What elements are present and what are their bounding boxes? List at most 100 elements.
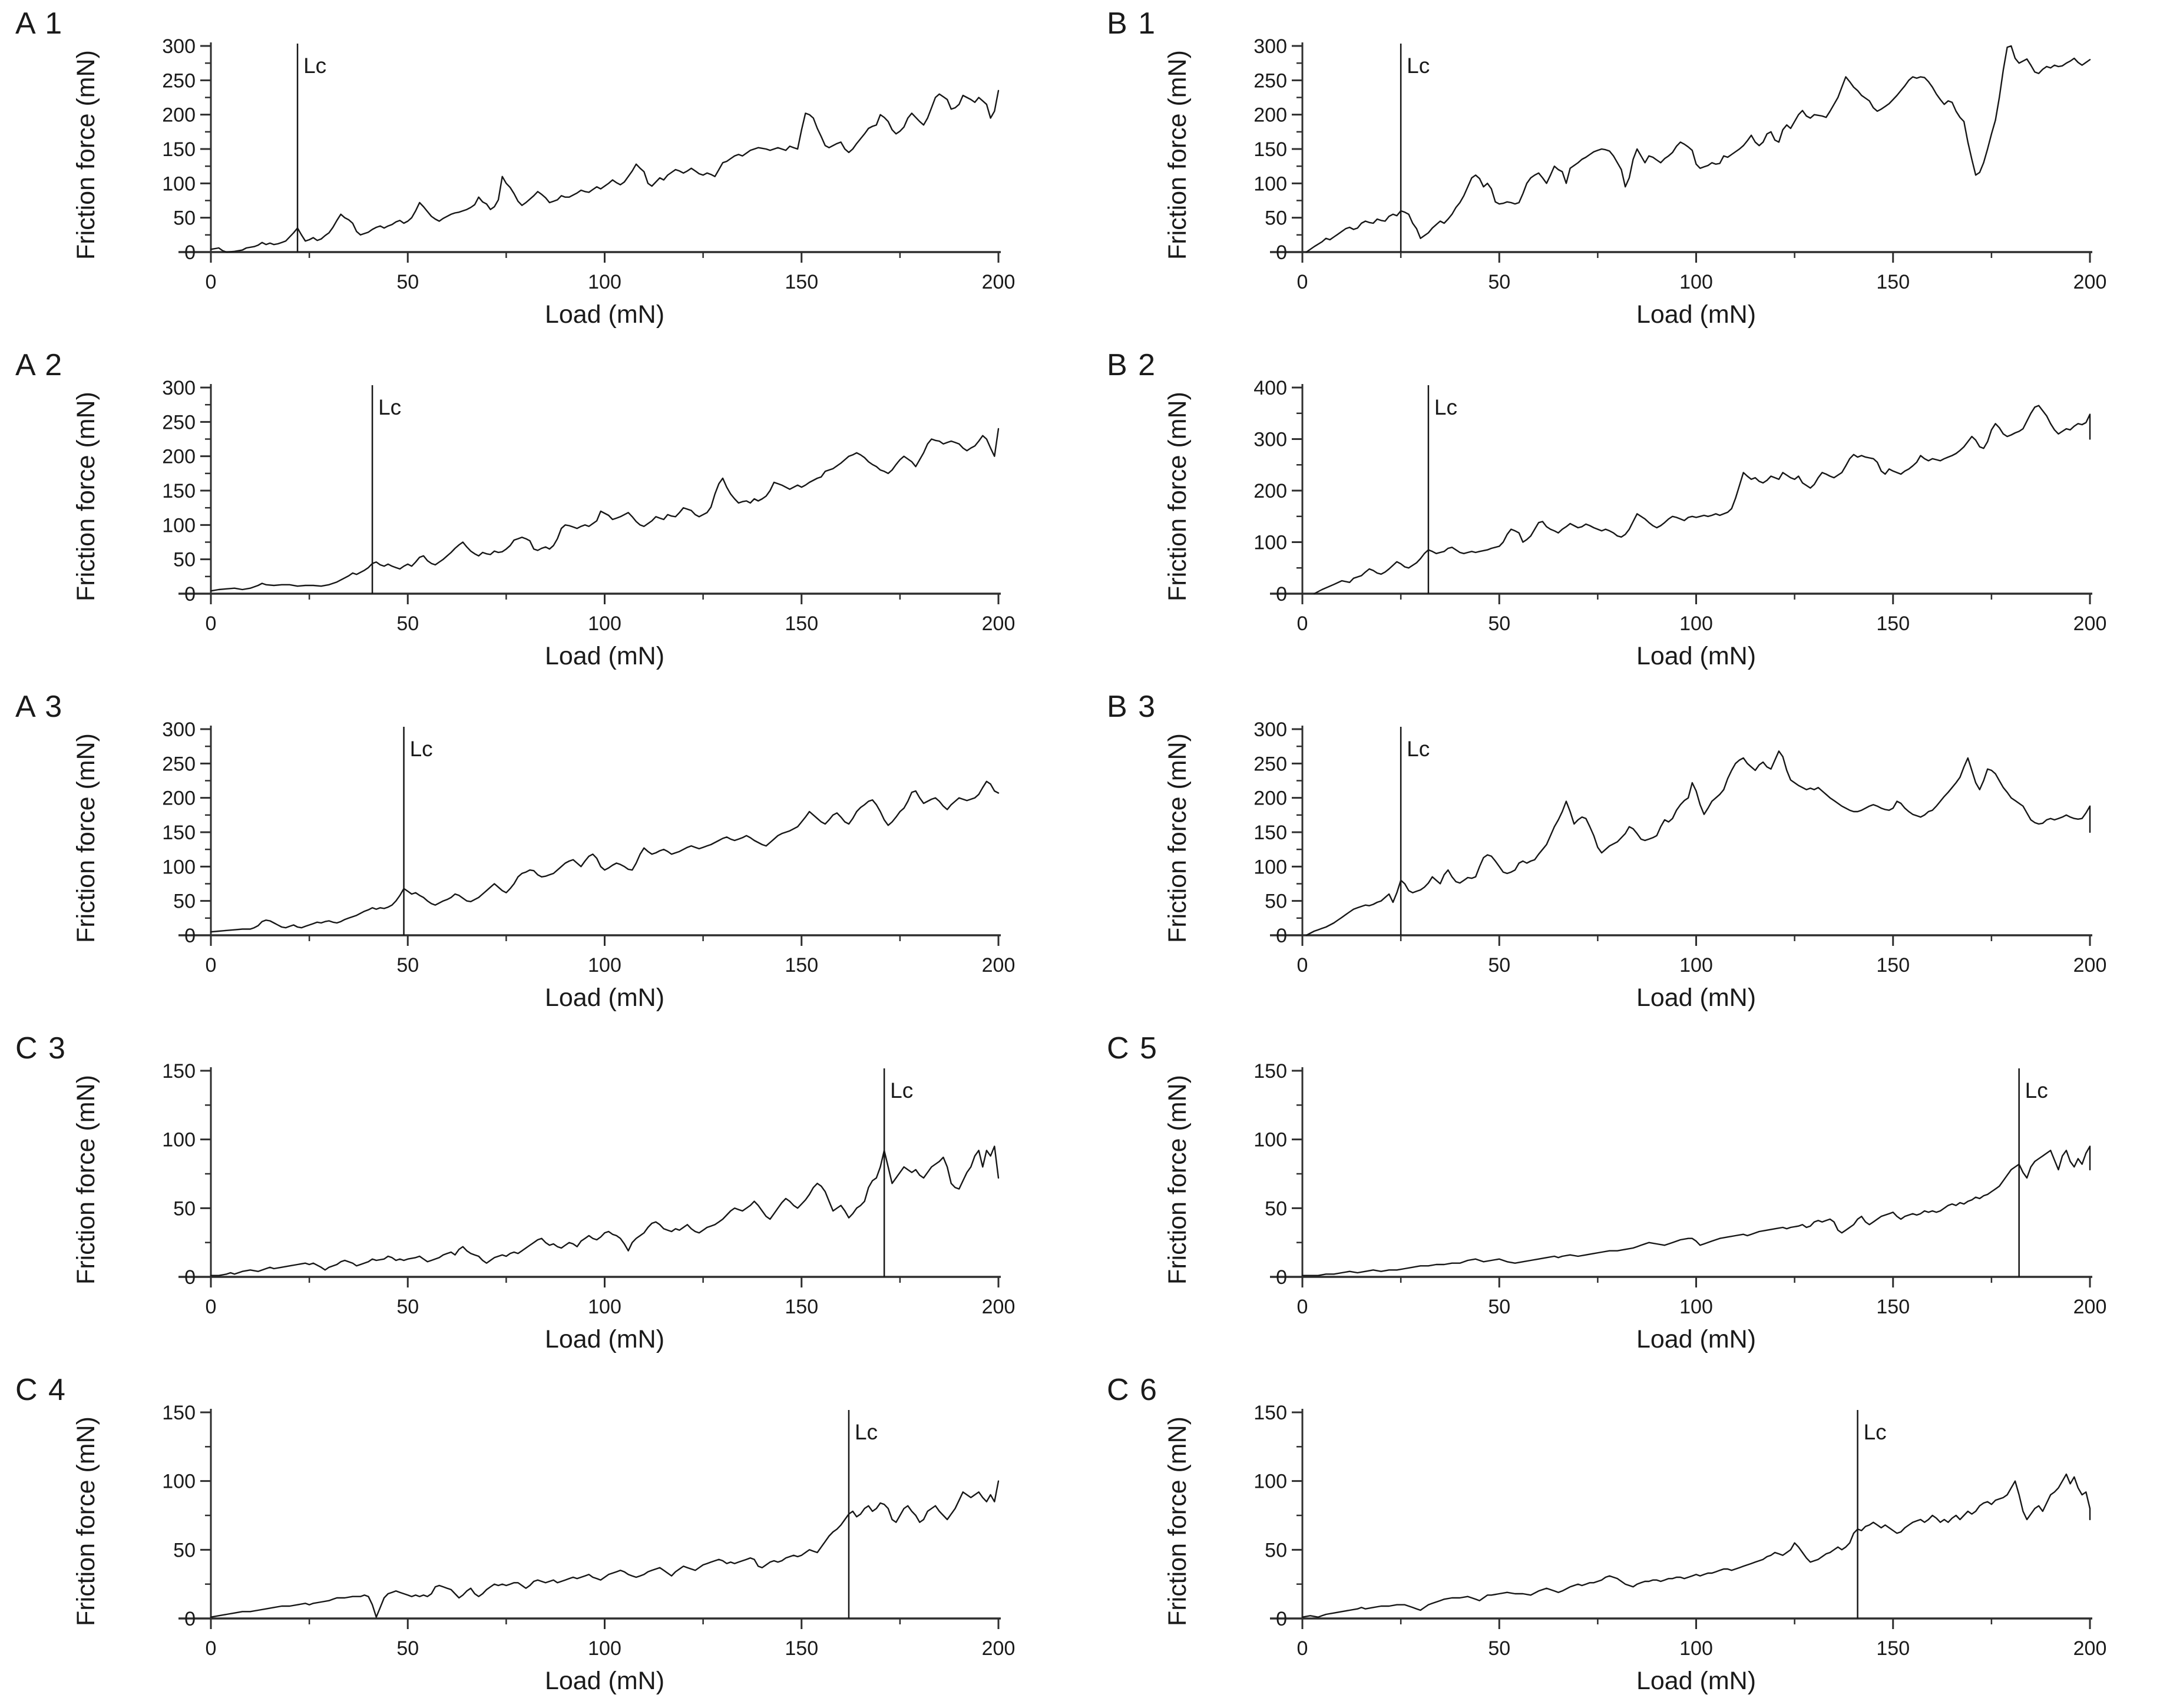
y-tick-label: 150 xyxy=(1253,1060,1287,1083)
y-tick-label: 100 xyxy=(162,514,196,537)
x-tick-label: 150 xyxy=(1876,271,1910,293)
y-tick-label: 50 xyxy=(173,207,196,230)
y-axis-label: Friction force (mN) xyxy=(1163,50,1192,260)
panel-A2: A 2 0 50 100 150 200 250 300 0 50 100 150 200 Load (… xyxy=(0,342,1092,683)
friction-curve xyxy=(1301,1146,2091,1276)
friction-curve xyxy=(1305,45,2091,253)
y-tick-label: 250 xyxy=(162,69,196,92)
friction-curve xyxy=(1305,750,2091,936)
y-tick-label: 200 xyxy=(162,104,196,127)
y-tick-label: 100 xyxy=(162,856,196,878)
lc-label: Lc xyxy=(2025,1078,2048,1103)
x-tick-label: 150 xyxy=(785,271,818,293)
panel-C5: C 5 0 50 100 150 0 50 100 150 200 Load (mN) Fricti… xyxy=(1092,1025,2183,1366)
x-tick-label: 100 xyxy=(1679,1296,1713,1318)
y-tick-label: 250 xyxy=(1253,69,1287,92)
y-tick-label: 100 xyxy=(162,1471,196,1493)
panel-label-A3: A 3 xyxy=(15,690,64,724)
y-tick-label: 0 xyxy=(1276,1608,1287,1630)
x-tick-label: 50 xyxy=(1488,1296,1510,1318)
x-tick-label: 100 xyxy=(588,271,621,293)
x-tick-label: 0 xyxy=(1297,1637,1308,1660)
friction-curve xyxy=(210,1480,1000,1618)
y-tick-label: 50 xyxy=(173,1197,196,1220)
y-tick-label: 200 xyxy=(162,787,196,810)
y-axis-label: Friction force (mN) xyxy=(72,392,100,601)
y-tick-label: 150 xyxy=(1253,1402,1287,1424)
y-tick-label: 50 xyxy=(1265,1539,1287,1561)
x-tick-label: 0 xyxy=(1297,1296,1308,1318)
x-axis-label: Load (mN) xyxy=(1636,984,1756,1012)
panel-B1: B 1 0 50 100 150 200 250 300 0 50 100 150 200 Load (… xyxy=(1092,0,2183,342)
y-tick-label: 0 xyxy=(1276,583,1287,605)
x-axis-label: Load (mN) xyxy=(545,1667,664,1695)
y-tick-label: 0 xyxy=(184,1608,196,1630)
y-tick-label: 0 xyxy=(184,1266,196,1289)
y-tick-label: 300 xyxy=(162,35,196,58)
y-tick-label: 0 xyxy=(1276,241,1287,264)
y-tick-label: 150 xyxy=(1253,822,1287,844)
x-tick-label: 200 xyxy=(982,613,1016,635)
y-tick-label: 50 xyxy=(1265,891,1287,913)
y-tick-label: 50 xyxy=(173,891,196,913)
chart-A1: 0 50 100 150 200 250 300 0 50 100 150 200 Load (mN) F… xyxy=(72,35,1016,329)
y-tick-label: 300 xyxy=(1253,719,1287,741)
x-axis-label: Load (mN) xyxy=(1636,300,1756,329)
x-tick-label: 50 xyxy=(396,271,419,293)
panel-label-B3: B 3 xyxy=(1107,690,1157,724)
y-axis-label: Friction force (mN) xyxy=(72,1416,100,1626)
x-axis-label: Load (mN) xyxy=(1636,1325,1756,1353)
panel-label-C6: C 6 xyxy=(1107,1373,1158,1407)
x-tick-label: 100 xyxy=(588,1296,621,1318)
x-tick-label: 50 xyxy=(396,1296,419,1318)
x-tick-label: 0 xyxy=(1297,613,1308,635)
chart-A2: 0 50 100 150 200 250 300 0 50 100 150 200 Load (mN) F… xyxy=(72,377,1016,670)
x-axis-label: Load (mN) xyxy=(545,1325,664,1353)
y-tick-label: 300 xyxy=(1253,429,1287,451)
x-tick-label: 50 xyxy=(1488,1637,1510,1660)
panel-label-C4: C 4 xyxy=(15,1373,67,1407)
lc-label: Lc xyxy=(890,1078,913,1103)
friction-curve xyxy=(210,780,1000,933)
y-tick-label: 200 xyxy=(1253,480,1287,502)
x-tick-label: 50 xyxy=(1488,613,1510,635)
x-axis-label: Load (mN) xyxy=(545,984,664,1012)
y-tick-label: 0 xyxy=(1276,1266,1287,1289)
y-tick-label: 100 xyxy=(1253,532,1287,554)
y-tick-label: 100 xyxy=(162,173,196,195)
panel-B3: B 3 0 50 100 150 200 250 300 0 50 100 150 200 Load (… xyxy=(1092,683,2183,1025)
y-tick-label: 50 xyxy=(173,1539,196,1561)
y-axis-label: Friction force (mN) xyxy=(1163,733,1192,943)
y-tick-label: 250 xyxy=(162,753,196,775)
lc-label: Lc xyxy=(378,395,401,419)
y-axis-label: Friction force (mN) xyxy=(72,50,100,260)
friction-curve xyxy=(210,428,1000,592)
y-tick-label: 100 xyxy=(1253,856,1287,878)
chart-C6: 0 50 100 150 0 50 100 150 200 Load (mN) Friction f… xyxy=(1163,1402,2106,1695)
x-tick-label: 0 xyxy=(206,271,217,293)
x-tick-label: 200 xyxy=(982,1637,1016,1660)
x-tick-label: 150 xyxy=(1876,613,1910,635)
y-axis-label: Friction force (mN) xyxy=(1163,1416,1192,1626)
lc-label: Lc xyxy=(410,737,433,761)
lc-label: Lc xyxy=(1407,54,1430,78)
x-tick-label: 0 xyxy=(1297,954,1308,977)
y-tick-label: 400 xyxy=(1253,377,1287,399)
x-tick-label: 100 xyxy=(1679,271,1713,293)
y-tick-label: 50 xyxy=(173,549,196,571)
y-tick-label: 0 xyxy=(184,241,196,264)
x-tick-label: 200 xyxy=(982,271,1016,293)
chart-C3: 0 50 100 150 0 50 100 150 200 Load (mN) Friction f… xyxy=(72,1060,1015,1353)
y-tick-label: 150 xyxy=(1253,138,1287,161)
chart-C4: 0 50 100 150 0 50 100 150 200 Load (mN) Friction f… xyxy=(72,1402,1016,1695)
friction-curve xyxy=(1301,1473,2091,1618)
y-tick-label: 150 xyxy=(162,1060,196,1083)
y-tick-label: 300 xyxy=(162,719,196,741)
chart-A3: 0 50 100 150 200 250 300 0 50 100 150 200 Load (mN) F… xyxy=(72,719,1016,1012)
x-tick-label: 200 xyxy=(982,954,1016,977)
y-tick-label: 150 xyxy=(162,138,196,161)
y-tick-label: 200 xyxy=(1253,787,1287,810)
panel-label-B2: B 2 xyxy=(1107,348,1157,382)
panel-A3: A 3 0 50 100 150 200 250 300 0 50 100 150 200 Load (… xyxy=(0,683,1092,1025)
